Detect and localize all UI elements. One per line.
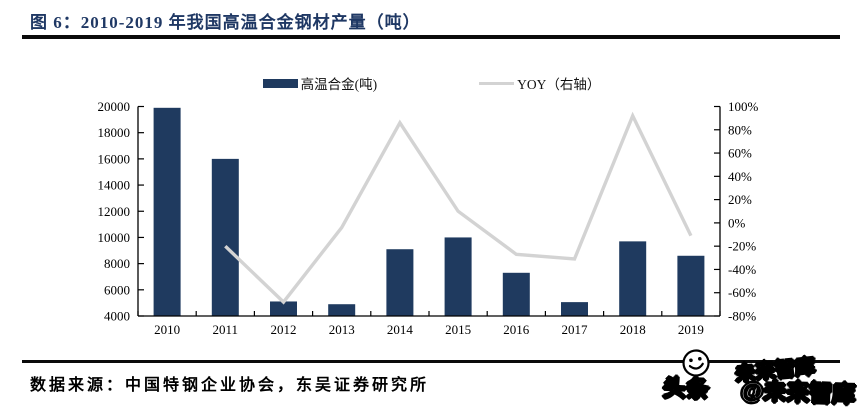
svg-text:2010: 2010 <box>154 322 180 337</box>
watermark-brand: 头条 <box>661 374 709 403</box>
yoy-line <box>224 111 693 305</box>
svg-text:60%: 60% <box>728 146 752 161</box>
bar-2013 <box>328 304 356 316</box>
title-divider <box>22 35 840 39</box>
svg-text:2016: 2016 <box>503 322 530 337</box>
bar-2015 <box>444 237 472 316</box>
watermark-ghost-text: 未来智库 <box>734 355 817 387</box>
svg-text:20000: 20000 <box>98 99 131 114</box>
chart-legend: 高温合金(吨) YOY（右轴） <box>0 73 863 93</box>
legend-label-production: 高温合金(吨) <box>300 77 378 92</box>
svg-text:8000: 8000 <box>104 256 130 271</box>
svg-text:0%: 0% <box>728 215 746 230</box>
svg-text:100%: 100% <box>728 99 759 114</box>
svg-text:10000: 10000 <box>98 230 131 245</box>
line-series-swatch <box>479 81 515 85</box>
svg-text:80%: 80% <box>728 122 752 137</box>
bar-2017 <box>561 302 588 316</box>
chart-svg: 4000 6000 8000 10000 12000 14000 16000 18000 200… <box>98 99 759 337</box>
watermark-handle: @未来智库 <box>739 377 856 408</box>
svg-text:20%: 20% <box>728 192 752 207</box>
svg-text:-60%: -60% <box>728 285 756 300</box>
legend-item-yoy: YOY（右轴） <box>479 73 600 93</box>
svg-text:2019: 2019 <box>678 322 704 337</box>
svg-text:14000: 14000 <box>98 178 131 193</box>
bar-2011 <box>211 158 239 316</box>
svg-text:12000: 12000 <box>98 204 131 219</box>
bar-2012 <box>270 301 297 316</box>
bar-2010 <box>153 107 181 316</box>
figure-title: 图 6：2010-2019 年我国高温合金钢材产量（吨） <box>30 13 421 32</box>
svg-text:4000: 4000 <box>104 309 130 324</box>
svg-text:2013: 2013 <box>329 322 355 337</box>
svg-text:2015: 2015 <box>445 322 471 337</box>
svg-text:6000: 6000 <box>104 282 130 297</box>
watermark-main-text: 头条 @未来智库 <box>661 369 856 410</box>
svg-text:40%: 40% <box>728 169 752 184</box>
legend-label-yoy: YOY（右轴） <box>517 77 601 92</box>
svg-text:2018: 2018 <box>620 322 646 337</box>
watermark: 未来智库 头条 @未来智库 <box>627 346 857 410</box>
svg-text:-20%: -20% <box>728 239 756 254</box>
svg-text:2012: 2012 <box>271 322 297 337</box>
svg-text:16000: 16000 <box>98 151 131 166</box>
bar-2019 <box>677 255 705 316</box>
svg-text:18000: 18000 <box>98 125 131 140</box>
footer-divider <box>22 360 840 363</box>
svg-text:2011: 2011 <box>213 322 239 337</box>
data-source-note: 数据来源：中国特钢企业协会，东吴证券研究所 <box>30 377 430 394</box>
bar-series-swatch <box>262 78 298 88</box>
svg-text:-80%: -80% <box>728 309 756 324</box>
svg-text:-40%: -40% <box>728 262 756 277</box>
bar-2014 <box>386 249 414 316</box>
svg-text:2017: 2017 <box>562 322 589 337</box>
smiley-icon <box>682 349 710 377</box>
bar-2016 <box>502 272 530 316</box>
bar-2018 <box>619 241 647 316</box>
svg-text:2014: 2014 <box>387 322 414 337</box>
legend-item-production: 高温合金(吨) <box>262 73 378 93</box>
